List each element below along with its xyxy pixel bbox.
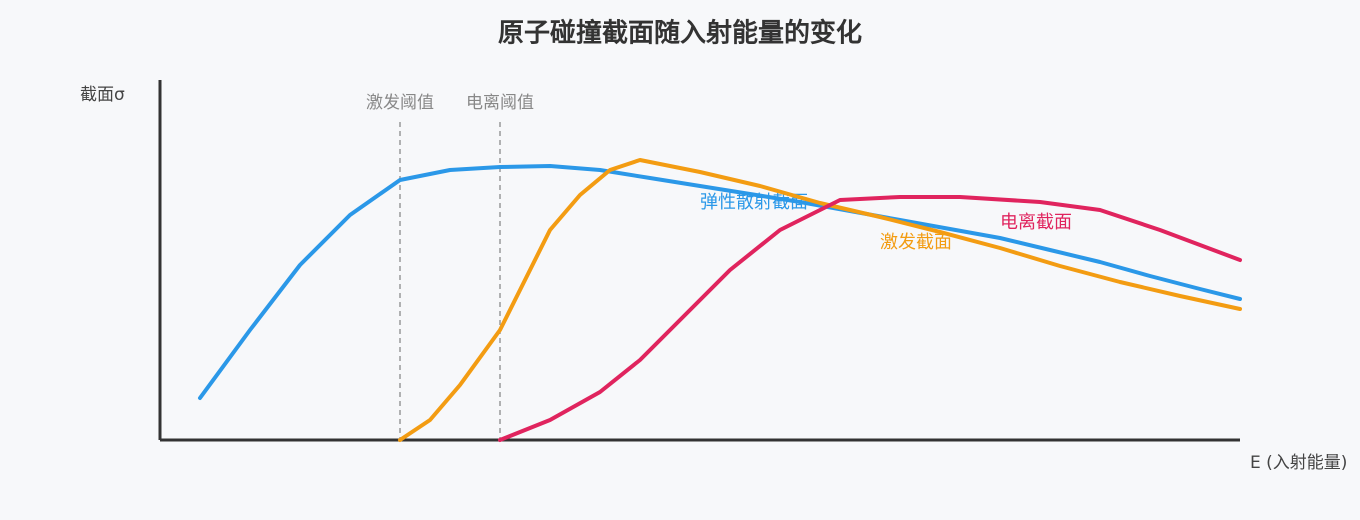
threshold-label: 激发阈值 bbox=[366, 93, 434, 113]
y-axis-label: 截面σ bbox=[80, 85, 125, 105]
threshold-label: 电离阈值 bbox=[466, 93, 534, 113]
series-line bbox=[498, 195, 1242, 442]
x-axis-label: E (入射能量) bbox=[1250, 453, 1347, 473]
series-line bbox=[398, 158, 1242, 442]
series-label: 弹性散射截面 bbox=[700, 192, 808, 213]
series-label: 激发截面 bbox=[880, 232, 952, 253]
series-line bbox=[198, 164, 1242, 400]
chart-title: 原子碰撞截面随入射能量的变化 bbox=[498, 18, 862, 49]
series-label: 电离截面 bbox=[1000, 212, 1072, 233]
